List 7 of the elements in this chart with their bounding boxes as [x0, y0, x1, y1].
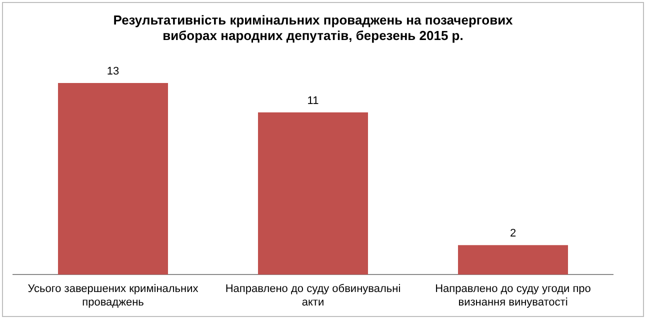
data-label: 13: [106, 65, 120, 78]
data-label: 11: [307, 94, 319, 107]
x-tick-label: Направлено до суду угоди про визнання винуватості: [435, 283, 591, 308]
x-tick-label: Направлено до суду обвинувальні акти: [225, 283, 401, 308]
chart-title: Результативність кримінальних проваджень на позачергових виборах народних депутатів, березень 2015 р.: [113, 12, 514, 43]
x-tick-label: Усього завершених кримінальних проваджень: [28, 283, 199, 308]
data-label: 2: [510, 228, 516, 240]
